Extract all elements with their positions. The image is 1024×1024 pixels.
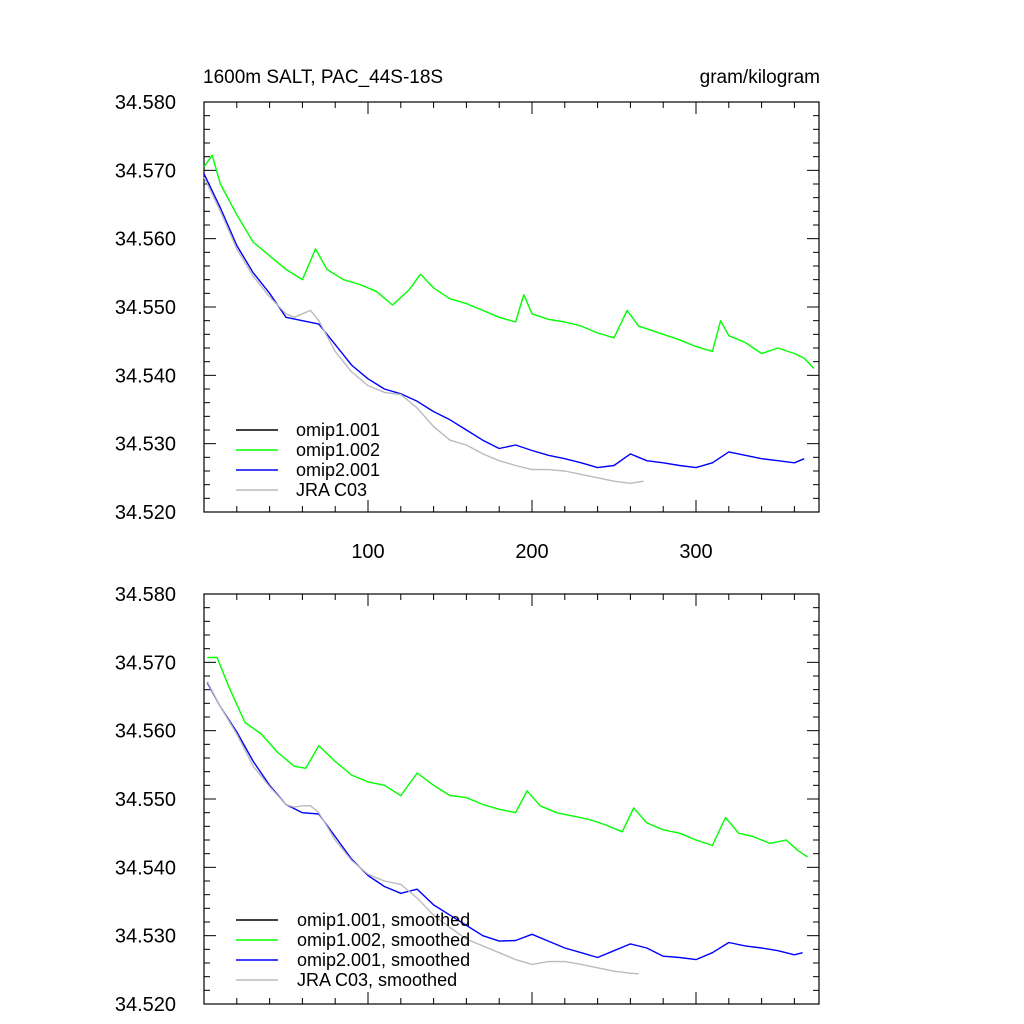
y-tick-label: 34.560 <box>115 721 176 743</box>
legend-label: omip2.001 <box>296 460 380 480</box>
y-tick-label: 34.570 <box>115 160 176 182</box>
series-lines <box>206 656 808 975</box>
y-tick-label: 34.530 <box>115 434 176 456</box>
legend-label: omip1.002, smoothed <box>297 930 470 950</box>
series-line-omip1-002 <box>203 154 815 369</box>
x-tick-labels: 100 200 300 <box>351 541 712 563</box>
y-tick-label: 34.550 <box>115 297 176 319</box>
y-tick-label: 34.520 <box>115 502 176 524</box>
series-lines <box>203 154 815 484</box>
series-line-omip1-002-smoothed <box>207 656 808 858</box>
series-line-jra-c03-smoothed <box>206 681 639 975</box>
y-tick-label: 34.560 <box>115 229 176 251</box>
legend-label: omip2.001, smoothed <box>297 950 470 970</box>
y-tick-labels: 34.520 34.530 34.540 34.550 34.560 34.570 34.5… <box>115 584 176 1016</box>
legend-label: JRA C03, smoothed <box>297 970 457 990</box>
y-tick-labels: 34.520 34.530 34.540 34.550 34.560 34.570 34.5… <box>115 92 176 524</box>
y-tick-label: 34.540 <box>115 365 176 387</box>
series-line-jra-c03 <box>203 176 644 484</box>
legend-label: omip1.002 <box>296 440 380 460</box>
bottom-panel: 34.520 34.530 34.540 34.550 34.560 34.570 34.5… <box>115 584 820 1016</box>
series-line-omip2-001-smoothed <box>206 682 803 961</box>
x-tick-label: 200 <box>515 541 548 563</box>
x-tick-label: 300 <box>679 541 712 563</box>
legend-label: omip1.001, smoothed <box>297 910 470 930</box>
legend-label: JRA C03 <box>296 480 367 500</box>
x-tick-label: 100 <box>351 541 384 563</box>
chart-title: 1600m SALT, PAC_44S-18S <box>203 67 443 88</box>
axis-ticks <box>204 593 819 1005</box>
y-tick-label: 34.520 <box>115 994 176 1016</box>
y-tick-label: 34.580 <box>115 92 176 114</box>
units-label: gram/kilogram <box>700 67 820 88</box>
y-tick-label: 34.530 <box>115 926 176 948</box>
y-tick-label: 34.550 <box>115 789 176 811</box>
axis-ticks <box>204 101 819 513</box>
legend-label: omip1.001 <box>296 420 380 440</box>
series-line-omip2-001 <box>203 173 805 469</box>
top-panel: 1600m SALT, PAC_44S-18S gram/kilogram 34… <box>115 67 820 563</box>
y-tick-label: 34.570 <box>115 652 176 674</box>
y-tick-label: 34.540 <box>115 857 176 879</box>
y-tick-label: 34.580 <box>115 584 176 606</box>
